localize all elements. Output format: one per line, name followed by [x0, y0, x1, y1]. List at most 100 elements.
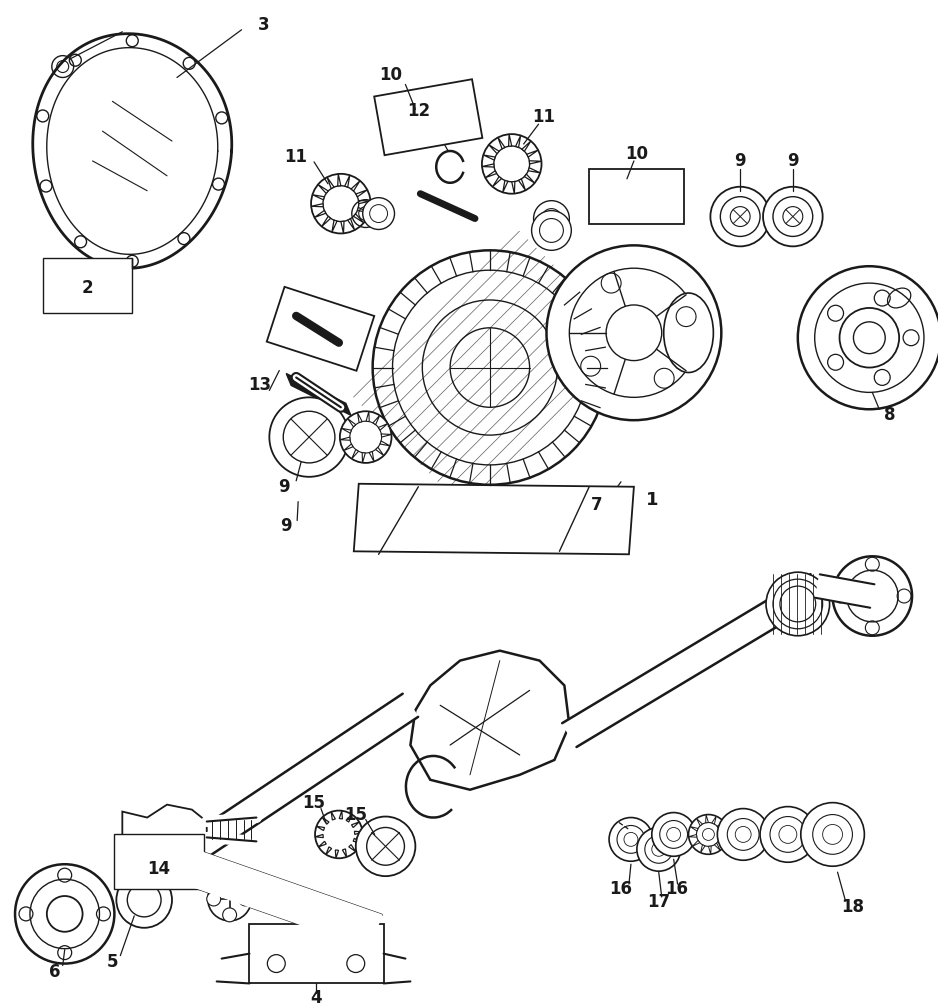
Circle shape: [801, 802, 865, 866]
Polygon shape: [373, 415, 379, 424]
Polygon shape: [359, 201, 371, 204]
Polygon shape: [344, 175, 350, 187]
Circle shape: [208, 877, 251, 921]
Circle shape: [207, 892, 221, 906]
Text: 9: 9: [280, 517, 292, 535]
Circle shape: [652, 812, 695, 856]
Polygon shape: [528, 167, 540, 172]
Polygon shape: [502, 180, 508, 193]
Circle shape: [15, 864, 115, 964]
Polygon shape: [342, 428, 351, 433]
Bar: [115, 835, 204, 889]
Circle shape: [117, 872, 172, 927]
Polygon shape: [719, 838, 726, 843]
Polygon shape: [335, 850, 339, 858]
Circle shape: [239, 892, 252, 906]
Polygon shape: [562, 575, 825, 747]
Polygon shape: [717, 823, 725, 829]
Bar: [266, 287, 375, 371]
Polygon shape: [343, 849, 346, 857]
Circle shape: [689, 814, 728, 855]
Polygon shape: [524, 174, 534, 183]
Text: 16: 16: [665, 880, 688, 898]
Polygon shape: [331, 811, 335, 820]
Polygon shape: [352, 822, 359, 828]
Polygon shape: [700, 845, 705, 853]
Polygon shape: [696, 818, 702, 826]
Polygon shape: [341, 221, 344, 233]
Polygon shape: [332, 220, 337, 232]
Text: 9: 9: [734, 152, 746, 170]
Circle shape: [223, 876, 236, 890]
Polygon shape: [314, 211, 326, 218]
Circle shape: [609, 817, 653, 861]
Polygon shape: [690, 827, 698, 831]
Polygon shape: [340, 437, 350, 440]
Polygon shape: [498, 137, 505, 149]
Polygon shape: [369, 452, 374, 462]
Text: 10: 10: [626, 145, 648, 163]
Text: 14: 14: [148, 860, 170, 878]
Polygon shape: [319, 842, 327, 847]
Text: 10: 10: [379, 66, 402, 84]
Text: 16: 16: [610, 880, 632, 898]
Polygon shape: [378, 423, 388, 430]
Text: 3: 3: [258, 16, 269, 34]
Polygon shape: [484, 155, 495, 160]
Text: 15: 15: [344, 805, 367, 824]
Text: 5: 5: [106, 953, 119, 971]
Text: 1: 1: [646, 491, 658, 509]
Circle shape: [717, 808, 769, 860]
Circle shape: [833, 556, 912, 636]
Polygon shape: [410, 650, 569, 789]
Polygon shape: [343, 444, 353, 451]
Circle shape: [356, 816, 415, 876]
Text: 7: 7: [591, 496, 603, 514]
Text: 6: 6: [49, 963, 60, 981]
Polygon shape: [381, 433, 391, 437]
Polygon shape: [816, 575, 874, 608]
Bar: [43, 258, 133, 312]
Polygon shape: [512, 181, 515, 194]
Circle shape: [315, 810, 362, 858]
Circle shape: [532, 211, 571, 250]
Polygon shape: [347, 418, 356, 427]
Circle shape: [311, 173, 371, 234]
Polygon shape: [150, 694, 418, 886]
Circle shape: [760, 806, 816, 862]
Circle shape: [637, 828, 680, 871]
Circle shape: [773, 580, 822, 629]
Polygon shape: [508, 134, 512, 146]
Circle shape: [482, 134, 541, 194]
Polygon shape: [349, 845, 356, 852]
Circle shape: [798, 266, 941, 409]
Ellipse shape: [663, 293, 713, 373]
Bar: [589, 169, 683, 224]
Circle shape: [373, 250, 607, 485]
Circle shape: [547, 245, 722, 420]
Text: 15: 15: [303, 793, 326, 811]
Polygon shape: [522, 141, 531, 151]
Polygon shape: [375, 448, 384, 456]
Text: 9: 9: [279, 478, 290, 496]
Polygon shape: [366, 411, 369, 421]
Text: 11: 11: [285, 148, 308, 166]
Polygon shape: [346, 814, 352, 822]
Polygon shape: [527, 150, 538, 157]
Polygon shape: [693, 841, 700, 847]
Polygon shape: [530, 160, 541, 164]
Polygon shape: [689, 835, 697, 838]
Polygon shape: [482, 164, 494, 167]
Polygon shape: [709, 846, 711, 854]
Text: 11: 11: [532, 108, 555, 126]
Polygon shape: [316, 827, 325, 831]
Text: 12: 12: [407, 102, 430, 120]
Polygon shape: [356, 190, 367, 197]
Polygon shape: [516, 135, 520, 147]
Polygon shape: [711, 816, 716, 825]
Polygon shape: [286, 374, 351, 415]
Polygon shape: [354, 214, 364, 223]
Polygon shape: [338, 174, 341, 186]
Text: 8: 8: [885, 406, 896, 424]
Text: 4: 4: [311, 989, 322, 1007]
